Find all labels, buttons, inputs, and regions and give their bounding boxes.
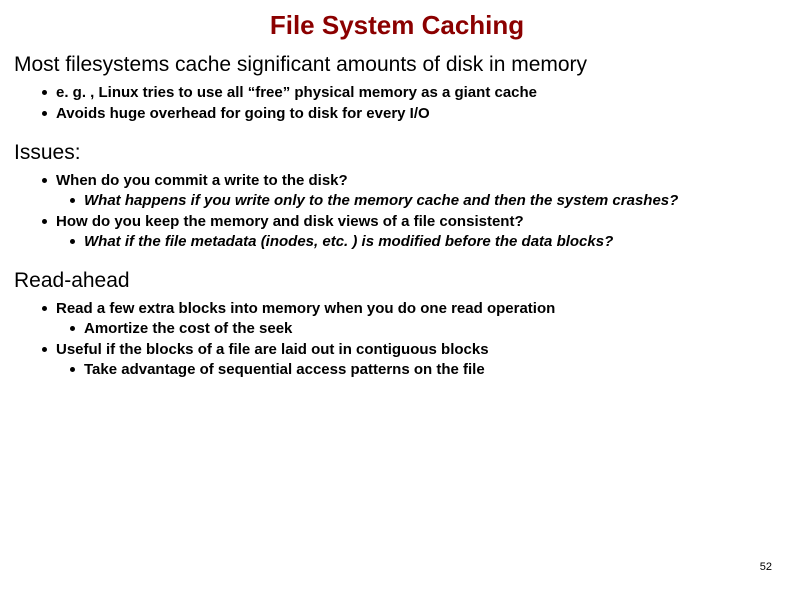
- bullet-list-2: Read a few extra blocks into memory when…: [14, 299, 780, 381]
- bullet-item: Useful if the blocks of a file are laid …: [56, 340, 780, 381]
- bullet-text: How do you keep the memory and disk view…: [56, 213, 524, 230]
- bullet-item: When do you commit a write to the disk? …: [56, 171, 780, 212]
- bullet-item: e. g. , Linux tries to use all “free” ph…: [56, 83, 780, 103]
- section-heading-2: Read-ahead: [14, 269, 780, 293]
- bullet-item: How do you keep the memory and disk view…: [56, 212, 780, 253]
- sub-bullet-list: Take advantage of sequential access patt…: [56, 360, 780, 380]
- sub-bullet-list: What if the file metadata (inodes, etc. …: [56, 232, 780, 252]
- bullet-list-0: e. g. , Linux tries to use all “free” ph…: [14, 83, 780, 125]
- sub-bullet-item: Take advantage of sequential access patt…: [84, 360, 780, 380]
- bullet-text: Useful if the blocks of a file are laid …: [56, 341, 489, 358]
- sub-bullet-list: What happens if you write only to the me…: [56, 191, 780, 211]
- sub-bullet-item: What if the file metadata (inodes, etc. …: [84, 232, 780, 252]
- page-number: 52: [760, 561, 772, 573]
- slide-title: File System Caching: [14, 10, 780, 41]
- sub-bullet-item: Amortize the cost of the seek: [84, 319, 780, 339]
- section-heading-0: Most filesystems cache significant amoun…: [14, 53, 780, 77]
- section-heading-1: Issues:: [14, 141, 780, 165]
- bullet-item: Read a few extra blocks into memory when…: [56, 299, 780, 340]
- sub-bullet-list: Amortize the cost of the seek: [56, 319, 780, 339]
- bullet-item: Avoids huge overhead for going to disk f…: [56, 104, 780, 124]
- sub-bullet-item: What happens if you write only to the me…: [84, 191, 780, 211]
- bullet-text: Read a few extra blocks into memory when…: [56, 300, 555, 317]
- bullet-list-1: When do you commit a write to the disk? …: [14, 171, 780, 253]
- bullet-text: When do you commit a write to the disk?: [56, 172, 348, 189]
